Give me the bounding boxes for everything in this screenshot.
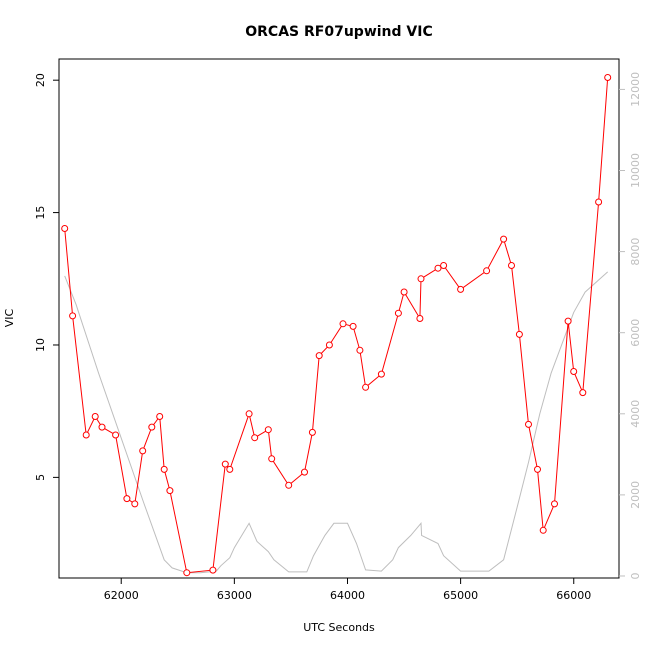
vic-data-point: [139, 447, 147, 455]
vic-data-point: [112, 431, 120, 439]
vic-data-point: [515, 330, 523, 338]
vic-data-point: [570, 368, 578, 375]
x-tick-label: 66000: [556, 589, 591, 602]
y-tick-label: 20: [34, 73, 47, 87]
y2-tick-label: 12000: [629, 72, 642, 107]
x-tick-label: 62000: [104, 589, 139, 602]
vic-data-point: [315, 352, 323, 360]
vic-data-point: [226, 465, 234, 473]
vic-data-point: [268, 455, 276, 463]
vic-data-point: [325, 341, 333, 349]
vic-data-point: [434, 264, 442, 272]
chart-title: ORCAS RF07upwind VIC: [245, 24, 432, 40]
vic-data-point: [525, 420, 532, 428]
y-axis-label: VIC: [3, 308, 16, 327]
vic-data-point: [61, 225, 69, 232]
vic-data-point: [160, 465, 168, 473]
x-tick-label: 64000: [330, 589, 365, 602]
y2-tick-label: 8000: [629, 238, 642, 266]
vic-data-point: [166, 487, 174, 495]
vic-data-point: [400, 288, 408, 296]
vic-data-point: [416, 315, 424, 322]
plot-frame: [58, 58, 620, 579]
vic-data-point: [508, 262, 515, 269]
y-tick-label: 5: [34, 474, 47, 481]
vic-data-point: [221, 460, 229, 468]
vic-data-point: [183, 569, 191, 577]
vic-data-point: [483, 267, 491, 275]
x-axis-label: UTC Seconds: [303, 621, 375, 634]
vic-data-point: [156, 413, 164, 420]
vic-data-point: [539, 526, 547, 534]
x-tick-label: 65000: [443, 589, 478, 602]
vic-data-point: [500, 235, 508, 243]
vic-data-point: [245, 410, 253, 418]
vic-data-point: [148, 423, 156, 431]
x-tick-label: 63000: [217, 589, 252, 602]
vic-data-point: [604, 74, 612, 81]
y2-axis: 0 2000 4000 6000 8000 10000 12000: [619, 72, 642, 579]
vic-data-point: [82, 431, 90, 439]
vic-data-point: [131, 500, 139, 508]
vic-data-point: [69, 312, 77, 320]
x-axis: 62000 63000 64000 65000 66000: [104, 578, 591, 602]
vic-series-line: [64, 77, 609, 574]
vic-data-point: [362, 383, 370, 391]
vic-data-point: [457, 285, 465, 293]
vic-data-point: [564, 317, 572, 325]
series-layer: [61, 74, 612, 577]
vic-data-point: [264, 426, 272, 434]
y-axis: 5 10 15 20: [34, 73, 59, 481]
vic-data-point: [339, 320, 347, 328]
vic-data-point: [440, 262, 448, 269]
vic-data-point: [301, 468, 308, 476]
vic-data-point: [534, 465, 541, 473]
vic-data-point: [394, 309, 402, 317]
y-tick-label: 15: [34, 206, 47, 220]
vic-data-point: [595, 198, 603, 206]
vic-data-point: [91, 413, 99, 420]
vic-data-point: [417, 275, 425, 283]
y2-tick-label: 2000: [629, 481, 642, 509]
y2-tick-label: 6000: [629, 319, 642, 347]
vic-data-point: [251, 434, 259, 442]
vic-data-point: [349, 322, 357, 330]
y2-tick-label: 0: [629, 572, 642, 579]
vic-data-point: [356, 346, 364, 354]
vic-data-point: [377, 370, 385, 378]
y2-tick-label: 4000: [629, 400, 642, 428]
vic-data-point: [579, 389, 587, 397]
vic-data-point: [285, 481, 293, 489]
vic-data-point: [209, 566, 217, 574]
y-tick-label: 10: [34, 338, 47, 352]
vic-data-point: [123, 495, 131, 503]
y2-tick-label: 10000: [629, 153, 642, 188]
vic-data-point: [551, 500, 558, 508]
vic-data-point: [98, 423, 106, 431]
vic-data-point: [308, 428, 316, 436]
